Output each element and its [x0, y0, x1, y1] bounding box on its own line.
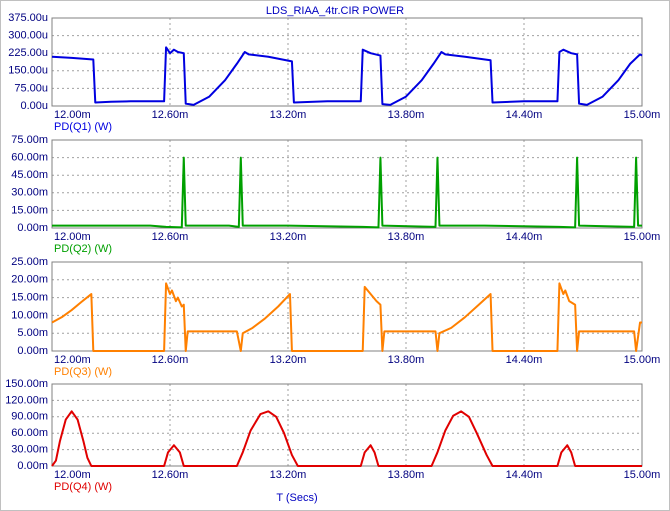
y-tick-label: 75.00m	[11, 134, 48, 146]
y-tick-label: 75.00u	[14, 82, 48, 94]
x-tick-label: 15.00m	[624, 231, 661, 243]
x-tick-label: 12.60m	[152, 354, 189, 366]
y-tick-label: 120.00m	[5, 394, 48, 406]
x-tick-label: 13.20m	[270, 231, 307, 243]
x-tick-label: 13.80m	[388, 354, 425, 366]
y-tick-label: 60.00m	[11, 427, 48, 439]
x-tick-label: 13.80m	[388, 469, 425, 481]
y-tick-label: 45.00m	[11, 169, 48, 181]
x-tick-label: 14.40m	[506, 469, 543, 481]
y-tick-label: 60.00m	[11, 152, 48, 164]
legend-label: PD(Q4) (W)	[54, 481, 112, 493]
y-tick-label: 0.00m	[17, 460, 48, 472]
x-tick-label: 15.00m	[624, 469, 661, 481]
x-tick-label: 13.20m	[270, 469, 307, 481]
y-tick-label: 0.00m	[17, 222, 48, 234]
x-tick-label: 12.00m	[54, 469, 91, 481]
x-tick-label: 14.40m	[506, 231, 543, 243]
x-tick-label: 15.00m	[624, 354, 661, 366]
y-tick-label: 0.00u	[20, 100, 48, 112]
chart-title: LDS_RIAA_4tr.CIR POWER	[266, 5, 404, 17]
legend-label: PD(Q3) (W)	[54, 366, 112, 378]
plot-frame	[51, 139, 643, 229]
trace	[52, 156, 642, 229]
y-tick-label: 150.00m	[5, 378, 48, 390]
y-tick-label: 5.00m	[17, 327, 48, 339]
x-tick-label: 15.00m	[624, 109, 661, 121]
x-tick-label: 12.00m	[54, 354, 91, 366]
y-tick-label: 10.00m	[11, 309, 48, 321]
trace	[51, 410, 642, 467]
y-tick-label: 225.00u	[8, 47, 48, 59]
plot-frame	[51, 17, 643, 107]
y-tick-label: 0.00m	[17, 345, 48, 357]
legend-label: PD(Q2) (W)	[54, 243, 112, 255]
y-tick-label: 150.00u	[8, 65, 48, 77]
y-tick-label: 375.00u	[8, 12, 48, 24]
x-tick-label: 13.80m	[388, 231, 425, 243]
x-tick-label: 14.40m	[506, 109, 543, 121]
x-tick-label: 13.20m	[270, 109, 307, 121]
legend-label: PD(Q1) (W)	[54, 121, 112, 133]
x-tick-label: 12.00m	[54, 231, 91, 243]
y-tick-label: 25.00m	[11, 256, 48, 268]
y-tick-label: 30.00m	[11, 444, 48, 456]
trace	[51, 46, 643, 106]
y-tick-label: 30.00m	[11, 187, 48, 199]
y-tick-label: 20.00m	[11, 274, 48, 286]
x-tick-label: 13.80m	[388, 109, 425, 121]
x-tick-label: 13.20m	[270, 354, 307, 366]
y-tick-label: 15.00m	[11, 204, 48, 216]
x-tick-label: 12.60m	[152, 469, 189, 481]
trace	[51, 282, 642, 352]
y-tick-label: 90.00m	[11, 411, 48, 423]
y-tick-label: 15.00m	[11, 292, 48, 304]
x-axis-label: T (Secs)	[276, 492, 317, 504]
x-tick-label: 12.00m	[54, 109, 91, 121]
x-tick-label: 12.60m	[152, 231, 189, 243]
y-tick-label: 300.00u	[8, 30, 48, 42]
x-tick-label: 14.40m	[506, 354, 543, 366]
x-tick-label: 12.60m	[152, 109, 189, 121]
